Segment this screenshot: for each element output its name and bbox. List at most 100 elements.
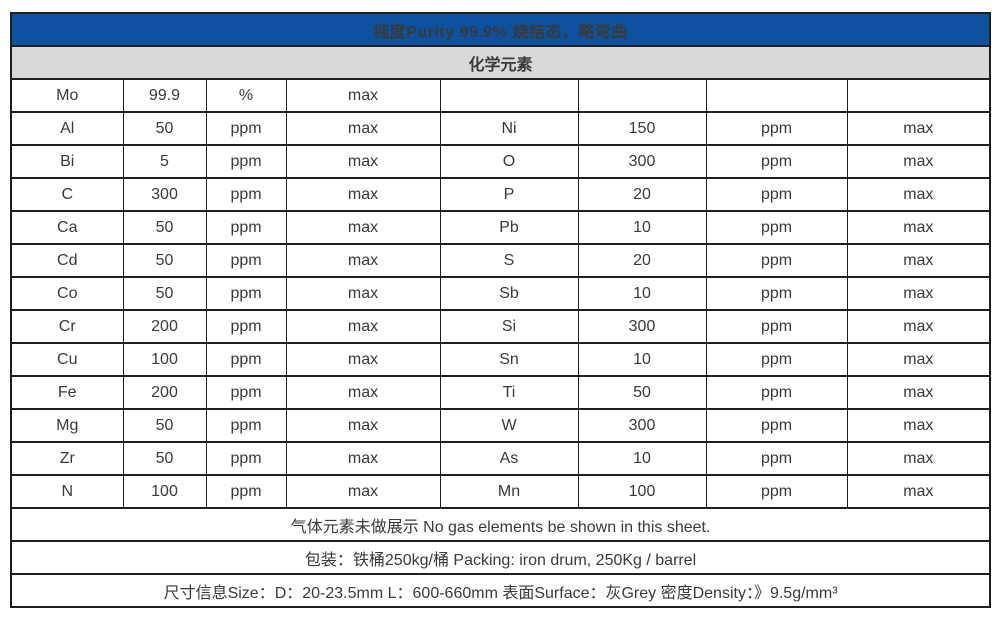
- table-cell: max: [846, 342, 991, 377]
- table-cell: Fe: [10, 375, 124, 410]
- table-cell: max: [846, 375, 991, 410]
- table-cell: Cr: [10, 309, 124, 344]
- table-cell: 10: [577, 276, 707, 311]
- packing-note: 包装：铁桶250kg/桶 Packing: iron drum, 250Kg /…: [10, 540, 991, 575]
- table-cell: C: [10, 177, 124, 212]
- table-cell: max: [846, 474, 991, 509]
- table-row: Mo 99.9% max: [10, 78, 991, 113]
- table-cell: 300: [577, 144, 707, 179]
- table-cell: max: [846, 210, 991, 245]
- table-cell: max: [846, 111, 991, 146]
- table-cell: max: [285, 111, 441, 146]
- table-cell: ppm: [705, 309, 848, 344]
- table-cell: Al: [10, 111, 124, 146]
- table-cell: 50: [577, 375, 707, 410]
- table-cell: Sb: [439, 276, 579, 311]
- table-row: Cd 50 ppm max S 20 ppm max: [10, 243, 991, 278]
- table-cell: ppm: [705, 375, 848, 410]
- table-cell: ppm: [705, 408, 848, 443]
- size-note: 尺寸信息Size：D：20-23.5mm L：600-660mm 表面Surfa…: [10, 573, 991, 608]
- table-cell: 100: [122, 474, 207, 509]
- table-cell: max: [846, 144, 991, 179]
- table-cell: ppm: [205, 243, 287, 278]
- table-cell: 99.9: [122, 78, 207, 113]
- table-cell: max: [285, 375, 441, 410]
- table-cell: 100: [122, 342, 207, 377]
- table-cell: max: [285, 177, 441, 212]
- table-cell: Cu: [10, 342, 124, 377]
- table-cell: [705, 78, 848, 113]
- table-cell: ppm: [205, 474, 287, 509]
- table-cell: [439, 78, 579, 113]
- packing-note-row: 包装：铁桶250kg/桶 Packing: iron drum, 250Kg /…: [10, 540, 991, 575]
- table-cell: max: [285, 441, 441, 476]
- table-row: Al 50 ppm max Ni 150 ppm max: [10, 111, 991, 146]
- table-cell: ppm: [705, 474, 848, 509]
- subtitle-row: 化学元素: [10, 45, 991, 80]
- table-cell: ppm: [705, 441, 848, 476]
- table-cell: max: [846, 177, 991, 212]
- table-cell: 10: [577, 342, 707, 377]
- table-cell: ppm: [705, 276, 848, 311]
- table-cell: ppm: [705, 243, 848, 278]
- table-cell: As: [439, 441, 579, 476]
- gas-note: 气体元素未做展示 No gas elements be shown in thi…: [10, 507, 991, 542]
- gas-note-row: 气体元素未做展示 No gas elements be shown in thi…: [10, 507, 991, 542]
- table-cell: Pb: [439, 210, 579, 245]
- table-cell: max: [846, 309, 991, 344]
- table-row: Ca 50 ppm max Pb 10 ppm max: [10, 210, 991, 245]
- table-cell: O: [439, 144, 579, 179]
- size-note-row: 尺寸信息Size：D：20-23.5mm L：600-660mm 表面Surfa…: [10, 573, 991, 608]
- table-cell: W: [439, 408, 579, 443]
- table-cell: 300: [122, 177, 207, 212]
- table-cell: max: [846, 408, 991, 443]
- table-cell: ppm: [205, 276, 287, 311]
- table-cell: 200: [122, 375, 207, 410]
- table-row: Zr 50 ppm max As 10 ppm max: [10, 441, 991, 476]
- table-cell: Si: [439, 309, 579, 344]
- table-cell: 10: [577, 210, 707, 245]
- table-row: Bi 5 ppm max O 300 ppm max: [10, 144, 991, 179]
- table-cell: 50: [122, 243, 207, 278]
- table-cell: 50: [122, 210, 207, 245]
- table-row: Mg 50 ppm max W 300 ppm max: [10, 408, 991, 443]
- element-spec-table: 纯度Purity 99.9% 烧结态，略弯曲 化学元素 Mo 99.9% max Al…: [10, 12, 992, 608]
- table-cell: ppm: [705, 144, 848, 179]
- table-row: Fe 200 ppm max Ti 50 ppm max: [10, 375, 991, 410]
- table-row: N 100 ppm max Mn 100 ppm max: [10, 474, 991, 509]
- table-cell: ppm: [705, 111, 848, 146]
- table-cell: S: [439, 243, 579, 278]
- table-cell: 50: [122, 408, 207, 443]
- table-cell: ppm: [705, 177, 848, 212]
- table-cell: ppm: [205, 111, 287, 146]
- purity-title: 纯度Purity 99.9% 烧结态，略弯曲: [10, 12, 991, 47]
- table-cell: N: [10, 474, 124, 509]
- table-row: Cr 200 ppm max Si 300 ppm max: [10, 309, 991, 344]
- table-cell: 50: [122, 441, 207, 476]
- table-row: Co 50 ppm max Sb 10 ppm max: [10, 276, 991, 311]
- element-table-body: Mo 99.9% max Al 50 ppm max Ni 150 ppm max Bi 5 ppm max…: [10, 78, 991, 509]
- table-row: C 300 ppm max P 20 ppm max: [10, 177, 991, 212]
- table-cell: max: [285, 210, 441, 245]
- table-cell: Co: [10, 276, 124, 311]
- chemical-elements-heading: 化学元素: [10, 45, 991, 80]
- table-cell: max: [285, 276, 441, 311]
- table-cell: ppm: [205, 177, 287, 212]
- table-cell: 20: [577, 243, 707, 278]
- table-cell: max: [285, 144, 441, 179]
- title-row: 纯度Purity 99.9% 烧结态，略弯曲: [10, 12, 991, 47]
- table-cell: ppm: [205, 309, 287, 344]
- table-cell: 5: [122, 144, 207, 179]
- table-cell: Bi: [10, 144, 124, 179]
- table-cell: Zr: [10, 441, 124, 476]
- table-cell: ppm: [205, 342, 287, 377]
- table-cell: 20: [577, 177, 707, 212]
- table-cell: ppm: [205, 441, 287, 476]
- table-cell: ppm: [205, 210, 287, 245]
- table-cell: Mn: [439, 474, 579, 509]
- table-cell: max: [285, 78, 441, 113]
- table-cell: max: [846, 243, 991, 278]
- table-cell: Ti: [439, 375, 579, 410]
- table-cell: ppm: [205, 375, 287, 410]
